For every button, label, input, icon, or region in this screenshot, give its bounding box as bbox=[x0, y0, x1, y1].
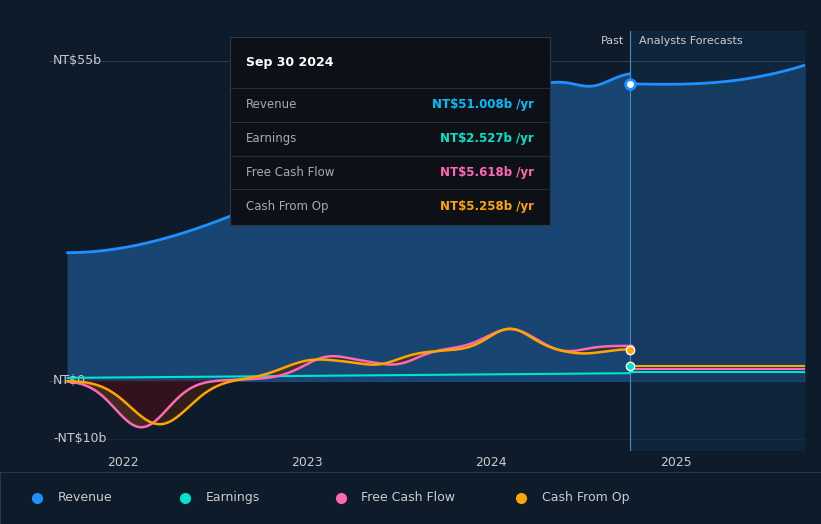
Text: NT$51.008b /yr: NT$51.008b /yr bbox=[432, 98, 534, 111]
Text: Cash From Op: Cash From Op bbox=[246, 200, 328, 213]
Text: Sep 30 2024: Sep 30 2024 bbox=[246, 56, 333, 69]
Text: NT$2.527b /yr: NT$2.527b /yr bbox=[440, 132, 534, 145]
Text: Past: Past bbox=[601, 36, 624, 46]
Text: Revenue: Revenue bbox=[246, 98, 297, 111]
Text: NT$0: NT$0 bbox=[53, 374, 86, 387]
Text: Free Cash Flow: Free Cash Flow bbox=[361, 492, 455, 504]
Text: Earnings: Earnings bbox=[246, 132, 297, 145]
Text: NT$5.258b /yr: NT$5.258b /yr bbox=[440, 200, 534, 213]
Text: -NT$10b: -NT$10b bbox=[53, 432, 107, 445]
Text: Earnings: Earnings bbox=[205, 492, 259, 504]
Text: Analysts Forecasts: Analysts Forecasts bbox=[639, 36, 742, 46]
Text: Free Cash Flow: Free Cash Flow bbox=[246, 166, 334, 179]
Bar bbox=[630, 31, 805, 451]
Text: Cash From Op: Cash From Op bbox=[542, 492, 630, 504]
Text: Revenue: Revenue bbox=[57, 492, 112, 504]
Text: NT$55b: NT$55b bbox=[53, 54, 102, 67]
Text: NT$5.618b /yr: NT$5.618b /yr bbox=[440, 166, 534, 179]
